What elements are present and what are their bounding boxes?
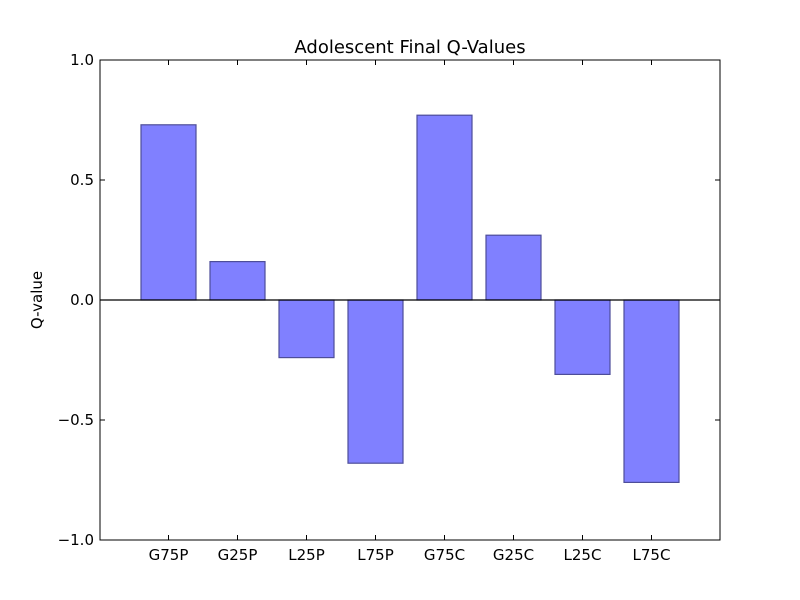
bar-g25c (485, 234, 542, 301)
bar-l25p (278, 299, 335, 359)
y-tick-label: 0.5 (70, 171, 94, 189)
x-tick-label: G75C (424, 546, 465, 564)
x-tick-label: L75P (357, 546, 394, 564)
bar-l75c (623, 299, 680, 483)
bar-l25c (554, 299, 611, 376)
y-tick-label: −1.0 (58, 531, 94, 549)
x-tick-label: G25P (218, 546, 258, 564)
y-tick-label: −0.5 (58, 411, 94, 429)
y-ticks-group: −1.0 −0.5 0.0 0.5 1.0 (58, 51, 720, 549)
x-tick-label: G75P (149, 546, 189, 564)
bar-l75p (347, 299, 404, 464)
x-ticks-group: G75P G25P L25P L75P G75C G25C L25C L75C (149, 60, 671, 564)
y-axis-label: Q-value (28, 271, 46, 329)
bar-g75p (140, 124, 197, 301)
x-tick-label: L75C (633, 546, 671, 564)
x-tick-label: G25C (493, 546, 534, 564)
chart-title: Adolescent Final Q-Values (294, 37, 525, 58)
bar-g25p (209, 261, 266, 301)
y-tick-label: 1.0 (70, 51, 94, 69)
bar-g75c (416, 114, 473, 301)
y-tick-label: 0.0 (70, 291, 94, 309)
x-tick-label: L25C (564, 546, 602, 564)
x-tick-label: L25P (288, 546, 325, 564)
bars-group (140, 114, 680, 483)
